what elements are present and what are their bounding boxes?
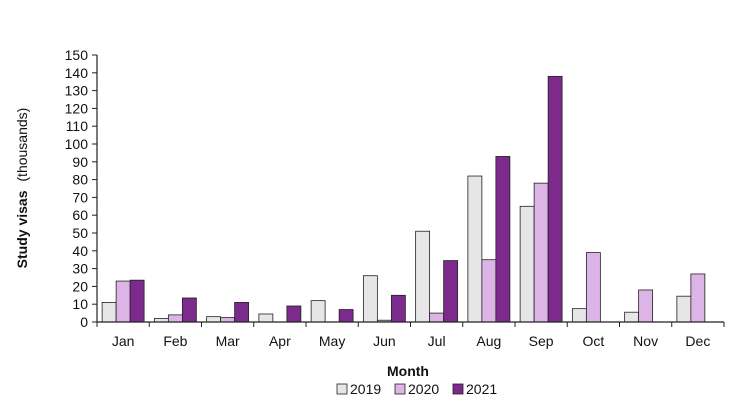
y-tick-label: 40 <box>72 243 88 259</box>
x-axis-title: Month <box>387 363 429 379</box>
y-tick-label: 120 <box>65 100 89 116</box>
bar-2019-Dec <box>676 295 692 323</box>
bar-2020-Nov <box>638 289 654 323</box>
bars <box>101 75 706 323</box>
bar-2021-Aug <box>495 156 511 323</box>
legend-label-2021: 2021 <box>466 381 497 397</box>
legend-swatch-2019 <box>336 383 348 395</box>
y-tick-label: 70 <box>72 189 88 205</box>
y-tick-label: 150 <box>65 47 89 63</box>
bar-2019-Sep <box>519 205 535 323</box>
bar-2020-Jan <box>115 280 131 323</box>
x-tick-label: Nov <box>633 333 658 349</box>
y-tick-label: 90 <box>72 154 88 170</box>
bar-2019-Aug <box>467 175 483 323</box>
bar-2020-Mar <box>220 317 236 323</box>
x-tick-label: May <box>319 333 345 349</box>
bar-2021-Sep <box>547 75 563 323</box>
legend-swatch-2020 <box>394 383 406 395</box>
y-tick-label: 10 <box>72 296 88 312</box>
x-tick-label: Jan <box>112 333 135 349</box>
y-tick-label: 100 <box>65 136 89 152</box>
y-tick-label: 60 <box>72 207 88 223</box>
bar-2019-Nov <box>624 311 640 323</box>
y-tick-label: 140 <box>65 65 89 81</box>
bar-2019-Apr <box>258 313 274 323</box>
bar-2021-Jun <box>390 294 406 323</box>
x-tick-label: Oct <box>582 333 604 349</box>
bar-2021-Jul <box>443 260 459 323</box>
y-tick-label: 30 <box>72 261 88 277</box>
bar-2021-Apr <box>286 305 302 323</box>
x-tick-label: Aug <box>476 333 501 349</box>
bar-2020-Sep <box>533 182 549 323</box>
x-axis-ticks: Jan Feb Mar Apr May Jun Jul Aug Sep Oct Nov Dec <box>96 322 725 349</box>
bar-2021-Feb <box>181 297 197 323</box>
legend: 2019 2020 2021 <box>336 381 497 397</box>
y-tick-label: 50 <box>72 225 88 241</box>
x-tick-label: Sep <box>529 333 554 349</box>
x-tick-label: Dec <box>685 333 710 349</box>
bar-2019-May <box>310 300 326 323</box>
bar-2021-Jan <box>129 279 145 323</box>
bar-2019-Jan <box>101 302 117 323</box>
x-tick-label: Feb <box>163 333 187 349</box>
bar-2019-Oct <box>571 308 587 323</box>
bar-2020-Dec <box>690 273 706 323</box>
x-tick-label: Mar <box>216 333 240 349</box>
x-tick-label: Apr <box>269 333 291 349</box>
y-tick-label: 110 <box>66 118 89 134</box>
x-tick-label: Jul <box>428 333 446 349</box>
legend-label-2020: 2020 <box>408 381 439 397</box>
bar-2021-May <box>338 309 354 323</box>
axes <box>96 55 724 323</box>
y-tick-label: 130 <box>65 83 89 99</box>
bar-2019-Mar <box>206 316 222 323</box>
bar-2020-Aug <box>481 259 497 323</box>
bar-2020-Jul <box>429 312 445 323</box>
bar-2019-Jun <box>362 275 378 323</box>
y-tick-label: 20 <box>72 278 88 294</box>
legend-swatch-2021 <box>452 383 464 395</box>
bar-2021-Mar <box>234 302 250 323</box>
x-tick-label: Jun <box>373 333 396 349</box>
bar-2020-Feb <box>167 314 183 323</box>
y-tick-label: 80 <box>72 172 88 188</box>
y-axis-title-bold: Study visas <box>14 190 30 268</box>
bar-2019-Jul <box>415 230 431 323</box>
y-tick-label: 0 <box>80 314 88 330</box>
y-axis-title-units: (thousands) <box>14 108 30 182</box>
y-axis-title: Study visas (thousands) <box>14 108 30 269</box>
legend-label-2019: 2019 <box>350 381 381 397</box>
bar-2020-Oct <box>585 252 601 323</box>
